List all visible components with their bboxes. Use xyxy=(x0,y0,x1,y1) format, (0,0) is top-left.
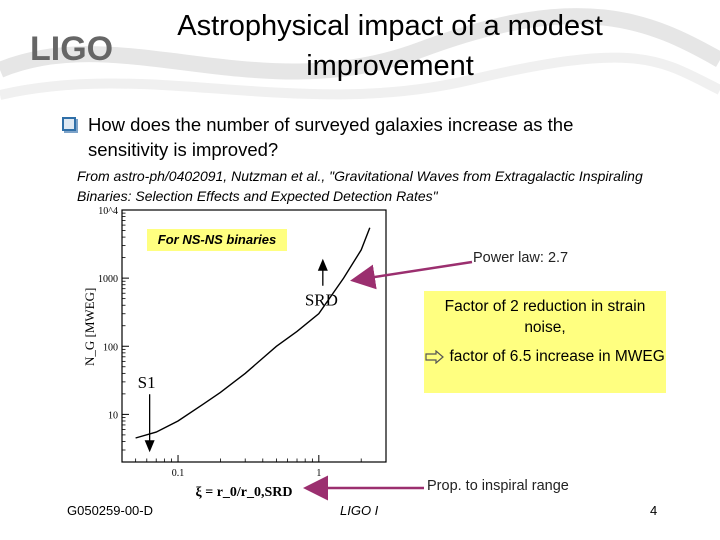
arrow-right-icon xyxy=(425,349,445,364)
bullet-question: How does the number of surveyed galaxies… xyxy=(88,114,574,160)
factor-callout-box xyxy=(424,291,666,393)
footer-doc-id: G050259-00-D xyxy=(67,503,153,518)
slide-title-line1: Astrophysical impact of a modest xyxy=(177,10,603,42)
y-axis-label: N_G [MWEG] xyxy=(82,288,97,366)
prop-label: Prop. to inspiral range xyxy=(427,478,569,494)
y-tick-label: 100 xyxy=(103,342,118,353)
annotation-arrow-head xyxy=(144,440,155,453)
y-tick-label: 10^4 xyxy=(98,206,118,217)
ligo-logo: LIGO xyxy=(30,30,113,64)
background-swirl xyxy=(0,8,720,100)
factor-line1: Factor of 2 reduction in strain noise, xyxy=(444,298,646,336)
y-tick-label: 10 xyxy=(108,410,118,421)
slide-title: Astrophysical impact of a modest improve… xyxy=(150,6,630,86)
slide-title-line2: improvement xyxy=(306,50,474,82)
footer-page-number: 4 xyxy=(650,503,658,518)
x-tick-label: 0.1 xyxy=(172,468,185,479)
annotation-label: S1 xyxy=(138,373,156,392)
source-citation: From astro-ph/0402091, Nutzman et al., "… xyxy=(77,168,643,204)
ligo-logo-text: LIGO xyxy=(30,30,113,64)
ng-vs-xi-plot: 10 100 1000 10^4 0.1 1 N_G [MWEG] ξ = r_0/r_0,S… xyxy=(82,206,387,500)
factor-line2: factor of 6.5 increase in MWEG xyxy=(449,348,665,365)
power-law-label: Power law: 2.7 xyxy=(473,250,569,266)
footer-center: LIGO I xyxy=(340,503,379,518)
factor-line2-row: factor of 6.5 increase in MWEG xyxy=(424,346,666,367)
plot-frame xyxy=(121,209,387,463)
x-tick-label: 1 xyxy=(316,468,321,479)
annotation-label: SRD xyxy=(305,291,338,310)
series-line xyxy=(135,227,371,439)
nsns-label: For NS-NS binaries xyxy=(147,229,287,251)
annotation-arrow-head xyxy=(317,258,328,271)
x-axis-label: ξ = r_0/r_0,SRD xyxy=(195,485,292,500)
y-tick-label: 1000 xyxy=(98,274,118,285)
checkbox-bullet-icon xyxy=(62,117,76,131)
